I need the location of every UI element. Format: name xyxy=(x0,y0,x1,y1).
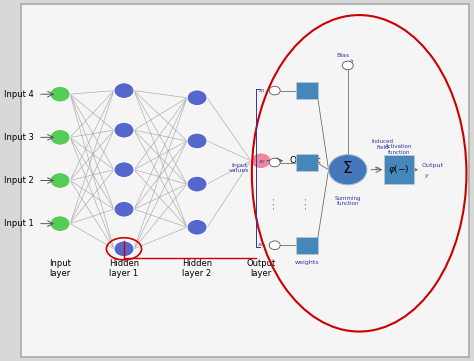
Circle shape xyxy=(114,162,134,178)
Circle shape xyxy=(114,122,134,138)
Circle shape xyxy=(114,201,134,217)
Circle shape xyxy=(114,241,134,257)
Text: Input 4: Input 4 xyxy=(4,90,34,99)
Circle shape xyxy=(269,86,280,95)
Text: weights: weights xyxy=(294,260,319,265)
Text: Hidden
layer 2: Hidden layer 2 xyxy=(182,259,212,278)
Text: Summing
function: Summing function xyxy=(335,196,361,206)
Circle shape xyxy=(187,176,207,192)
Text: Activation
function: Activation function xyxy=(385,144,413,155)
Circle shape xyxy=(187,133,207,149)
Text: Input 3: Input 3 xyxy=(4,133,34,142)
Text: $\Sigma$: $\Sigma$ xyxy=(342,160,353,176)
Text: $x_1$: $x_1$ xyxy=(258,87,266,95)
Text: $x_m$: $x_m$ xyxy=(256,241,266,249)
FancyBboxPatch shape xyxy=(21,4,469,357)
Circle shape xyxy=(269,158,280,167)
Text: · · ·: · · · xyxy=(272,198,278,209)
Text: $\varphi(-)$: $\varphi(-)$ xyxy=(388,163,410,176)
FancyBboxPatch shape xyxy=(296,82,318,99)
Circle shape xyxy=(342,61,353,70)
Circle shape xyxy=(328,155,367,185)
Text: $w_m$: $w_m$ xyxy=(301,241,312,249)
Text: Input
values: Input values xyxy=(229,162,249,173)
Text: Output
layer: Output layer xyxy=(246,259,275,278)
Text: Input
layer: Input layer xyxy=(49,259,71,278)
FancyBboxPatch shape xyxy=(296,236,318,254)
Text: Input 1: Input 1 xyxy=(4,219,34,228)
Text: y: y xyxy=(424,173,428,178)
Text: b: b xyxy=(350,58,354,64)
FancyBboxPatch shape xyxy=(384,155,414,184)
Text: v: v xyxy=(374,166,378,171)
Circle shape xyxy=(187,219,207,235)
Text: Input 2: Input 2 xyxy=(4,176,34,185)
Text: Output: Output xyxy=(422,162,444,168)
Text: $x_2$: $x_2$ xyxy=(258,158,266,166)
Circle shape xyxy=(251,153,271,169)
Circle shape xyxy=(114,83,134,99)
Text: Induced
Field: Induced Field xyxy=(372,139,393,150)
Circle shape xyxy=(187,90,207,106)
Circle shape xyxy=(50,130,70,145)
Circle shape xyxy=(50,86,70,102)
Text: Bias: Bias xyxy=(337,52,350,57)
FancyBboxPatch shape xyxy=(296,154,318,171)
Circle shape xyxy=(269,241,280,249)
Circle shape xyxy=(50,216,70,231)
Text: $w_1$: $w_1$ xyxy=(302,87,311,95)
Text: Hidden
layer 1: Hidden layer 1 xyxy=(109,259,139,278)
Text: $w_2$: $w_2$ xyxy=(302,158,311,166)
Text: · · ·: · · · xyxy=(304,198,310,209)
Circle shape xyxy=(50,173,70,188)
Text: Output: Output xyxy=(289,156,320,165)
